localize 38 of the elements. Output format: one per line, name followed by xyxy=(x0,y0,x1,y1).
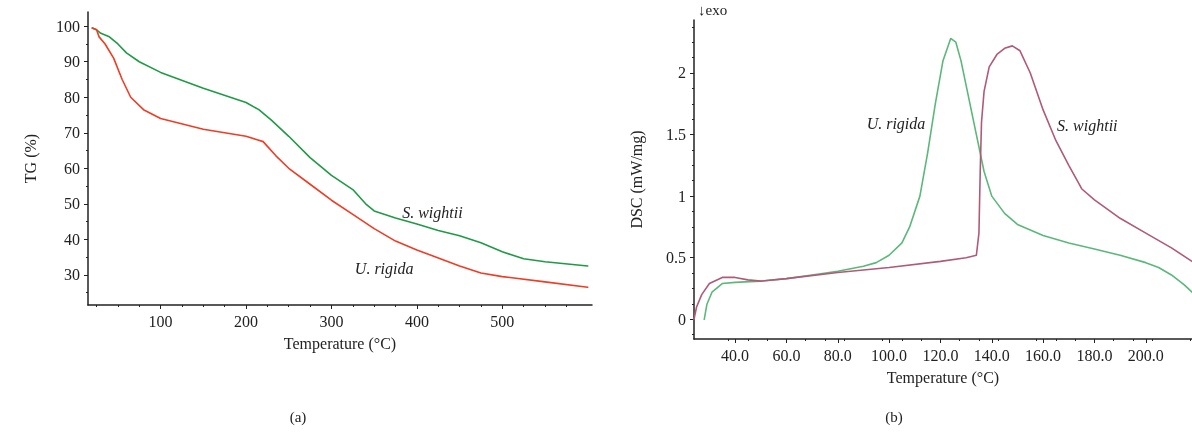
text: ↓exo xyxy=(698,1,728,18)
y-tick-label: 2 xyxy=(678,64,686,82)
x-tick-label: 120.0 xyxy=(922,346,959,364)
y-tick-label: 0.5 xyxy=(666,249,686,267)
series-label: S. wightii xyxy=(402,204,463,223)
y-tick-label: 60 xyxy=(64,159,80,177)
x-tick-label: 400 xyxy=(404,312,429,330)
x-tick-label: 160.0 xyxy=(1025,346,1062,364)
text: (a) xyxy=(289,408,307,426)
y-tick-label: 80 xyxy=(64,88,80,106)
x-tick-label: 140.0 xyxy=(973,346,1010,364)
x-axis-title: Temperature (°C) xyxy=(283,334,397,353)
y-tick-label: 50 xyxy=(64,195,80,213)
x-tick-label: 300 xyxy=(319,312,344,330)
x-tick-label: 500 xyxy=(490,312,515,330)
y-axis-title: TG (%) xyxy=(21,133,40,184)
y-tick-label: 70 xyxy=(64,124,80,142)
x-tick-label: 180.0 xyxy=(1076,346,1113,364)
x-tick-label: 200.0 xyxy=(1127,346,1164,364)
x-tick-label: 40.0 xyxy=(721,346,750,364)
series-label: U. rigida xyxy=(354,260,414,279)
text: (b) xyxy=(885,408,903,426)
y-tick-label: 0 xyxy=(678,310,686,328)
y-axis-title: DSC (mW/mg) xyxy=(627,130,646,229)
y-tick-label: 1.5 xyxy=(666,126,686,144)
x-tick-label: 100.0 xyxy=(871,346,908,364)
x-tick-label: 60.0 xyxy=(772,346,801,364)
series-label: S. wightii xyxy=(1057,117,1118,136)
x-tick-label: 100 xyxy=(148,312,173,330)
y-tick-label: 1 xyxy=(678,187,686,205)
y-tick-label: 90 xyxy=(64,53,80,71)
y-tick-label: 100 xyxy=(56,17,80,35)
series-label: U. rigida xyxy=(866,115,926,134)
y-tick-label: 30 xyxy=(64,266,80,284)
y-tick-label: 40 xyxy=(64,230,80,248)
x-tick-label: 200 xyxy=(234,312,259,330)
x-tick-label: 80.0 xyxy=(823,346,852,364)
x-axis-title: Temperature (°C) xyxy=(886,368,1000,387)
